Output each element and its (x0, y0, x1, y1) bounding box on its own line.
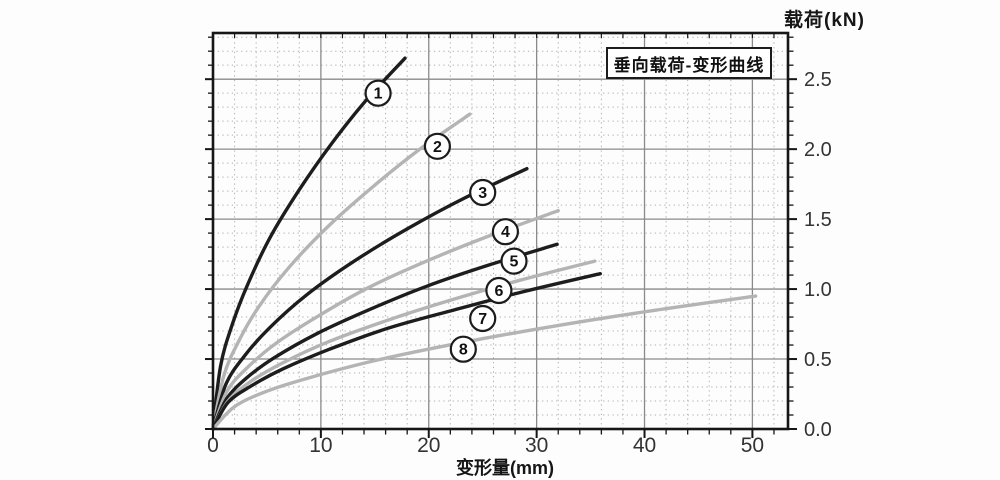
curve-2 (211, 112, 472, 431)
y-tick-label: 1.0 (804, 279, 832, 301)
curve-8 (211, 294, 758, 431)
chart-frame (211, 31, 790, 431)
curve-label-1: 1 (364, 79, 392, 107)
svg-text:5: 5 (510, 254, 519, 271)
curve-label-2: 2 (423, 132, 451, 160)
y-axis-title: 载荷(kN) (784, 10, 865, 31)
x-axis-title: 变形量(mm) (456, 458, 554, 478)
curve-4 (211, 209, 560, 431)
svg-text:3: 3 (478, 185, 487, 202)
y-tick-label: 1.5 (804, 209, 832, 231)
curve-3 (211, 167, 529, 431)
y-tick-label: 0.5 (804, 349, 832, 371)
curve-label-5: 5 (500, 247, 528, 275)
y-tick-label: 0.0 (804, 419, 832, 441)
svg-text:8: 8 (459, 342, 468, 359)
y-tick-label: 2.0 (804, 139, 832, 161)
svg-text:2: 2 (433, 139, 442, 156)
chart-title-box: 垂向载荷-变形曲线 (606, 47, 772, 79)
x-tick-label: 20 (417, 434, 440, 457)
y-tick-label: 2.5 (804, 69, 832, 91)
curve-label-3: 3 (469, 178, 497, 207)
x-tick-label: 40 (633, 434, 656, 457)
curve-label-6: 6 (485, 276, 513, 305)
curve-5 (211, 242, 559, 431)
x-tick-label: 0 (207, 434, 219, 457)
curve-7 (211, 272, 602, 431)
x-tick-label: 50 (741, 434, 764, 457)
svg-text:4: 4 (501, 224, 510, 241)
svg-text:7: 7 (478, 311, 487, 328)
curve-label-7: 7 (469, 304, 497, 333)
curve-label-8: 8 (449, 335, 477, 363)
svg-text:1: 1 (374, 86, 383, 103)
x-tick-label: 30 (525, 434, 548, 457)
curve-1 (211, 56, 407, 431)
svg-text:6: 6 (494, 283, 503, 300)
curve-label-4: 4 (491, 218, 519, 246)
x-tick-label: 10 (309, 434, 332, 457)
